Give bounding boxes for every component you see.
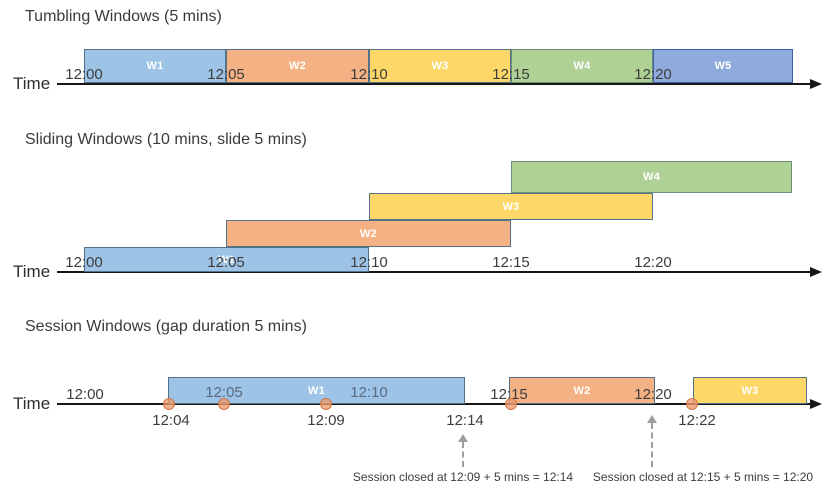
window-box-tumbling-w2: W2 — [226, 49, 369, 83]
window-box-tumbling-w5: W5 — [653, 49, 793, 83]
time-axis-arrowhead-icon-session — [810, 399, 822, 409]
tick-label-sliding-1205: 12:05 — [207, 254, 245, 271]
window-box-tumbling-w1: W1 — [84, 49, 226, 83]
callout-text-0: Session closed at 12:09 + 5 mins = 12:14 — [352, 470, 574, 484]
time-axis-line-sliding — [57, 271, 810, 273]
event-dot-1205 — [218, 398, 230, 410]
tick-label-tumbling-1210: 12:10 — [350, 66, 388, 83]
window-label-sliding-w1: W1 — [217, 253, 236, 266]
callout-arrowhead-icon-1 — [647, 415, 657, 423]
callout-arrowhead-icon-0 — [458, 434, 468, 442]
tick-label-sliding-1200: 12:00 — [65, 254, 103, 271]
window-label-tumbling-w3: W3 — [431, 60, 449, 72]
window-label-session-w2: W2 — [573, 384, 591, 397]
time-axis-arrowhead-icon-sliding — [810, 267, 822, 277]
section-title-tumbling: Tumbling Windows (5 mins) — [25, 8, 222, 25]
window-label-sliding-w2: W2 — [359, 227, 378, 240]
tick-label-tumbling-1200: 12:00 — [65, 66, 103, 83]
event-dot-1209 — [320, 398, 332, 410]
tick-label-session-1205: 12:05 — [205, 384, 243, 401]
time-axis-line-tumbling — [57, 83, 810, 85]
time-axis-arrowhead-icon-tumbling — [810, 79, 822, 89]
window-label-tumbling-w5: W5 — [714, 60, 732, 72]
tick-label-tumbling-1205: 12:05 — [207, 66, 245, 83]
window-label-tumbling-w4: W4 — [573, 60, 591, 72]
window-box-sliding-w1: W1 — [84, 247, 369, 272]
window-box-session-w3: W3 — [693, 377, 807, 404]
window-box-session-w2: W2 — [509, 377, 655, 404]
event-dot-1204 — [163, 398, 175, 410]
window-box-tumbling-w4: W4 — [511, 49, 653, 83]
tick-label-session-1200: 12:00 — [66, 386, 104, 403]
callout-arrow-shaft-1 — [651, 423, 653, 467]
tick-label-sliding-1215: 12:15 — [492, 254, 530, 271]
window-box-tumbling-w3: W3 — [369, 49, 511, 83]
callout-text-1: Session closed at 12:15 + 5 mins = 12:20 — [592, 470, 814, 484]
window-box-sliding-w3: W3 — [369, 193, 653, 220]
window-box-sliding-w4: W4 — [511, 161, 792, 193]
event-time-label-1214: 12:14 — [446, 412, 484, 429]
tick-label-session-1210: 12:10 — [350, 384, 388, 401]
tick-label-sliding-1220: 12:20 — [634, 254, 672, 271]
window-label-sliding-w3: W3 — [502, 200, 520, 213]
tick-label-tumbling-1215: 12:15 — [492, 66, 530, 83]
window-label-tumbling-w2: W2 — [288, 60, 307, 72]
time-axis-label-tumbling: Time — [13, 74, 51, 93]
event-time-label-1204: 12:04 — [152, 412, 190, 429]
event-time-label-1222: 12:22 — [678, 412, 716, 429]
tick-label-session-1220: 12:20 — [634, 386, 672, 403]
window-label-session-w1: W1 — [307, 384, 326, 397]
window-box-sliding-w2: W2 — [226, 220, 511, 247]
event-time-label-1209: 12:09 — [307, 412, 345, 429]
time-axis-line-session — [57, 403, 810, 405]
section-title-session: Session Windows (gap duration 5 mins) — [25, 318, 307, 335]
window-label-tumbling-w1: W1 — [146, 60, 164, 72]
window-box-session-w1: W1 — [168, 377, 465, 404]
section-title-sliding: Sliding Windows (10 mins, slide 5 mins) — [25, 131, 307, 148]
window-label-session-w3: W3 — [741, 384, 759, 397]
callout-arrow-shaft-0 — [462, 442, 464, 467]
event-dot-1215 — [505, 398, 517, 410]
time-axis-label-session: Time — [13, 394, 51, 413]
event-dot-1222 — [686, 398, 698, 410]
time-axis-label-sliding: Time — [13, 262, 51, 281]
tick-label-session-1215: 12:15 — [490, 386, 528, 403]
tick-label-tumbling-1220: 12:20 — [634, 66, 672, 83]
window-label-sliding-w4: W4 — [642, 171, 661, 183]
tick-label-sliding-1210: 12:10 — [350, 254, 388, 271]
